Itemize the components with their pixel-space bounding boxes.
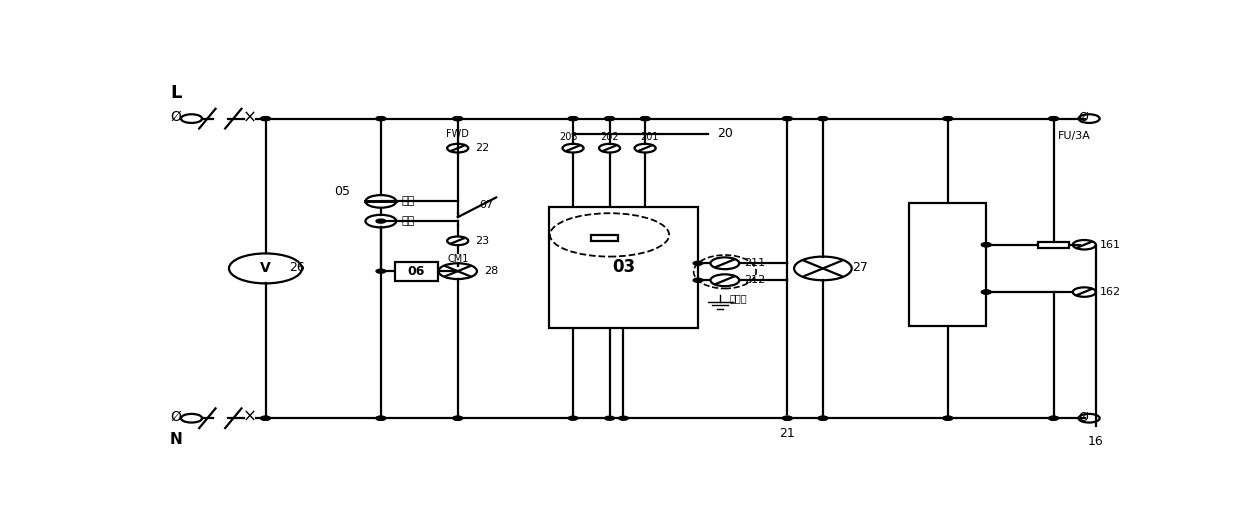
- Circle shape: [568, 117, 578, 121]
- Text: N: N: [170, 433, 182, 447]
- Circle shape: [1049, 416, 1059, 420]
- Circle shape: [453, 416, 463, 420]
- Text: 202: 202: [600, 132, 619, 142]
- Text: FWD: FWD: [446, 129, 469, 139]
- Circle shape: [782, 416, 792, 420]
- Circle shape: [453, 117, 463, 121]
- Text: 28: 28: [485, 266, 498, 276]
- Circle shape: [982, 290, 991, 294]
- Text: N: N: [944, 310, 952, 319]
- Circle shape: [568, 416, 578, 420]
- Circle shape: [376, 416, 386, 420]
- Circle shape: [605, 416, 614, 420]
- Text: L: L: [945, 216, 951, 226]
- Text: 03: 03: [611, 259, 635, 276]
- Circle shape: [942, 117, 952, 121]
- Circle shape: [260, 416, 270, 420]
- Text: 211: 211: [744, 258, 765, 268]
- Text: 21: 21: [780, 428, 795, 440]
- Text: +24V: +24V: [931, 240, 965, 250]
- Text: Ø: Ø: [171, 110, 181, 123]
- Text: FU/3A: FU/3A: [1059, 132, 1091, 141]
- Circle shape: [260, 117, 270, 121]
- Circle shape: [982, 243, 991, 247]
- Circle shape: [818, 416, 828, 420]
- Text: 203: 203: [559, 132, 578, 142]
- Text: 05: 05: [334, 185, 350, 198]
- Bar: [591, 235, 619, 241]
- Circle shape: [1049, 117, 1059, 121]
- Text: 启动: 启动: [402, 216, 415, 226]
- Circle shape: [942, 117, 952, 121]
- Text: 07: 07: [479, 200, 494, 210]
- Text: R: R: [621, 231, 630, 245]
- Circle shape: [260, 416, 270, 420]
- Text: 212: 212: [744, 275, 765, 285]
- Text: 20: 20: [717, 127, 733, 140]
- Circle shape: [260, 117, 270, 121]
- Text: CM1: CM1: [448, 254, 469, 264]
- Bar: [909, 203, 986, 326]
- Circle shape: [782, 416, 792, 420]
- Circle shape: [376, 269, 386, 273]
- Circle shape: [640, 117, 650, 121]
- Circle shape: [605, 117, 614, 121]
- Circle shape: [376, 117, 386, 121]
- Circle shape: [693, 261, 703, 265]
- Text: ×: ×: [243, 408, 257, 426]
- Circle shape: [376, 219, 386, 223]
- Bar: [549, 207, 698, 328]
- Circle shape: [376, 416, 386, 420]
- Circle shape: [453, 117, 463, 121]
- Text: 201: 201: [641, 132, 660, 142]
- Text: ×: ×: [243, 109, 257, 126]
- Text: 16: 16: [1087, 435, 1104, 449]
- Circle shape: [982, 290, 991, 294]
- Bar: [396, 262, 438, 281]
- Text: L: L: [170, 84, 182, 102]
- Text: 23: 23: [475, 236, 489, 246]
- Text: 06: 06: [408, 265, 425, 278]
- Text: 停止: 停止: [402, 197, 415, 206]
- Text: Ø: Ø: [1079, 411, 1089, 423]
- Circle shape: [942, 416, 952, 420]
- Text: 0V: 0V: [940, 287, 955, 297]
- Bar: [1038, 242, 1069, 248]
- Circle shape: [568, 117, 578, 121]
- Text: Ø: Ø: [171, 410, 181, 424]
- Text: 屏蔽线: 屏蔽线: [675, 222, 692, 232]
- Circle shape: [1049, 416, 1059, 420]
- Text: V: V: [260, 262, 270, 275]
- Text: 04: 04: [939, 262, 956, 275]
- Text: 22: 22: [475, 143, 490, 153]
- Circle shape: [782, 117, 792, 121]
- Circle shape: [693, 279, 703, 282]
- Circle shape: [818, 117, 828, 121]
- Circle shape: [605, 117, 614, 121]
- Circle shape: [619, 416, 629, 420]
- Circle shape: [818, 117, 828, 121]
- Circle shape: [640, 117, 650, 121]
- Text: 161: 161: [1100, 240, 1121, 250]
- Text: 162: 162: [1100, 287, 1121, 297]
- Circle shape: [942, 416, 952, 420]
- Circle shape: [376, 117, 386, 121]
- Circle shape: [782, 117, 792, 121]
- Circle shape: [818, 416, 828, 420]
- Text: Ø: Ø: [1079, 111, 1089, 124]
- Text: 26: 26: [290, 261, 305, 274]
- Text: 27: 27: [852, 261, 868, 274]
- Circle shape: [453, 416, 463, 420]
- Circle shape: [1049, 117, 1059, 121]
- Text: 屏蔽线: 屏蔽线: [729, 293, 748, 303]
- Circle shape: [982, 243, 991, 247]
